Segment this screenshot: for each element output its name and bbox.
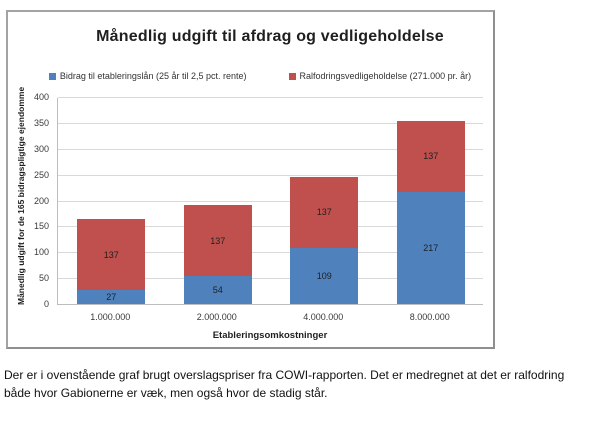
- x-tick-label: 8.000.000: [409, 312, 450, 322]
- x-tick-label: 2.000.000: [196, 312, 237, 322]
- bar-value-label: 54: [212, 285, 223, 296]
- bar-value-label: 217: [423, 242, 439, 253]
- bar-value-label: 109: [316, 270, 332, 281]
- gridline: [58, 148, 483, 150]
- gridline: [58, 200, 483, 202]
- legend: Bidrag til etableringslån (25 år til 2,5…: [37, 71, 483, 81]
- bar: 109 137: [290, 176, 359, 304]
- gridline: [58, 97, 483, 98]
- bar-segment: 137: [183, 205, 252, 277]
- bar-segment: 109: [290, 247, 359, 304]
- chart-title: Månedlig udgift til afdrag og vedligehol…: [96, 28, 444, 45]
- bar: 27 137: [77, 219, 146, 304]
- legend-label: Bidrag til etableringslån (25 år til 2,5…: [59, 71, 247, 81]
- y-tick-label: 350: [33, 117, 49, 128]
- gridline: [58, 278, 483, 280]
- legend-label: Ralfodringsvedligeholdelse (271.000 pr. …: [299, 71, 472, 81]
- caption-text: Der er i ovenstående graf brugt overslag…: [4, 368, 565, 400]
- y-tick-label: 300: [33, 143, 49, 154]
- legend-item: Bidrag til etableringslån (25 år til 2,5…: [48, 71, 247, 81]
- bar-value-label: 137: [210, 235, 226, 246]
- y-tick-label: 150: [33, 221, 49, 232]
- x-tick-label: 1.000.000: [90, 312, 131, 322]
- y-tick-label: 0: [43, 299, 49, 309]
- gridline: [58, 252, 483, 254]
- bar-segment: 137: [77, 219, 146, 291]
- bar-segment: 137: [290, 176, 359, 248]
- legend-item: Ralfodringsvedligeholdelse (271.000 pr. …: [288, 71, 472, 81]
- x-axis-title: Etableringsomkostninger: [212, 330, 328, 341]
- bar-segment: 217: [396, 191, 465, 304]
- y-tick-label: 250: [33, 169, 49, 180]
- x-tick-label: 4.000.000: [303, 312, 344, 322]
- bar-segment: 54: [183, 276, 252, 304]
- bar-segment: 137: [396, 120, 465, 192]
- y-tick-label: 400: [33, 92, 49, 102]
- gridline: [58, 174, 483, 176]
- plot-area: 27 137 54 137 109 137 217 137: [57, 97, 483, 305]
- bar-value-label: 137: [316, 207, 332, 218]
- x-axis-ticks: 1.000.000 2.000.000 4.000.000 8.000.000: [57, 312, 483, 324]
- legend-swatch-icon: [288, 72, 296, 80]
- y-tick-label: 200: [33, 195, 49, 206]
- bar-value-label: 137: [103, 249, 119, 260]
- bar-value-label: 137: [423, 151, 439, 162]
- y-tick-label: 100: [33, 247, 49, 258]
- bar: 217 137: [396, 120, 465, 304]
- bar: 54 137: [183, 205, 252, 304]
- bar-value-label: 27: [106, 292, 117, 303]
- gridline: [58, 122, 483, 124]
- legend-swatch-icon: [48, 72, 56, 80]
- gridline: [58, 226, 483, 228]
- chart-container: Månedlig udgift til afdrag og vedligehol…: [6, 10, 495, 349]
- y-tick-label: 50: [38, 273, 49, 284]
- bar-segment: 27: [77, 290, 146, 304]
- y-axis-ticks: 0 50 100 150 200 250 300 350 400: [8, 92, 57, 309]
